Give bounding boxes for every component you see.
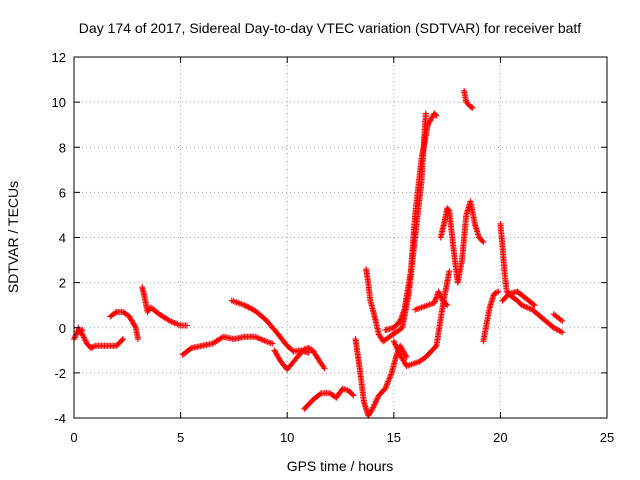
x-tick-label: 25 — [600, 430, 614, 445]
data-point-marker — [433, 112, 440, 119]
data-point-marker — [385, 378, 392, 385]
data-point-marker — [468, 104, 475, 111]
x-axis-title: GPS time / hours — [287, 458, 394, 474]
data-point-marker — [444, 302, 451, 309]
x-tick-label: 15 — [387, 430, 401, 445]
data-point-marker — [531, 302, 538, 309]
data-point-marker — [245, 304, 252, 311]
y-tick-label: 10 — [52, 95, 66, 110]
data-point-marker — [402, 352, 409, 359]
series-seg-14 — [437, 198, 487, 286]
data-point-marker — [443, 301, 450, 308]
data-point-marker — [493, 289, 500, 296]
data-point-marker — [132, 323, 139, 330]
data-point-marker — [385, 377, 392, 384]
chart-title: Day 174 of 2017, Sidereal Day-to-day VTE… — [79, 20, 582, 36]
data-point-marker — [530, 301, 537, 308]
grid-lines — [74, 57, 607, 418]
data-point-marker — [432, 111, 439, 118]
y-tick-label: -4 — [54, 411, 66, 426]
x-tick-label: 5 — [177, 430, 184, 445]
data-point-marker — [183, 322, 190, 329]
data-point-marker — [317, 391, 324, 398]
data-point-marker — [305, 349, 312, 356]
data-point-marker — [559, 329, 566, 336]
series-seg-13 — [412, 288, 451, 313]
y-axis-title: SDTVAR / TECUs — [5, 181, 21, 293]
data-point-marker — [248, 305, 255, 312]
series-seg-4 — [139, 284, 190, 329]
series-seg-3 — [107, 308, 141, 343]
data-point-marker — [446, 268, 453, 275]
data-point-marker — [388, 371, 395, 378]
y-tick-label: 12 — [52, 50, 66, 65]
y-tick-label: 6 — [59, 185, 66, 200]
data-point-marker — [495, 288, 502, 295]
data-point-marker — [118, 337, 125, 344]
data-point-marker — [383, 382, 390, 389]
data-point-marker — [321, 365, 328, 372]
data-point-marker — [244, 303, 251, 310]
series-seg-9 — [352, 336, 410, 419]
data-point-marker — [242, 302, 249, 309]
data-point-marker — [387, 372, 394, 379]
data-point-marker — [241, 302, 248, 309]
data-point-marker — [382, 385, 389, 392]
data-point-marker — [112, 309, 119, 316]
data-point-marker — [557, 316, 564, 323]
data-point-marker — [480, 239, 487, 246]
data-point-marker — [382, 384, 389, 391]
y-tick-label: 2 — [59, 276, 66, 291]
x-tick-label: 0 — [70, 430, 77, 445]
data-point-marker — [120, 336, 127, 343]
data-point-marker — [246, 305, 253, 312]
y-tick-label: -2 — [54, 366, 66, 381]
data-marks — [71, 87, 566, 419]
series-seg-5 — [179, 333, 276, 358]
data-point-marker — [557, 328, 564, 335]
data-point-marker — [269, 340, 276, 347]
data-point-marker — [384, 381, 391, 388]
data-point-marker — [386, 374, 393, 381]
series-seg-15 — [461, 87, 476, 111]
y-tick-label: 4 — [59, 231, 66, 246]
y-tick-label: 0 — [59, 321, 66, 336]
data-point-marker — [386, 375, 393, 382]
data-point-marker — [403, 354, 410, 361]
data-point-marker — [445, 206, 452, 213]
x-tick-label: 10 — [280, 430, 294, 445]
series-seg-8 — [301, 385, 357, 412]
series-seg-19 — [550, 311, 566, 324]
y-tick-label: 8 — [59, 140, 66, 155]
series-seg-18 — [499, 288, 538, 309]
data-point-marker — [349, 391, 356, 398]
data-point-marker — [289, 347, 296, 354]
series-seg-16 — [480, 288, 502, 345]
series-seg-12 — [390, 268, 453, 370]
data-point-marker — [78, 328, 85, 335]
data-point-marker — [479, 237, 486, 244]
data-point-marker — [422, 110, 429, 117]
data-point-marker — [187, 346, 194, 353]
series-seg-11 — [382, 110, 440, 334]
x-tick-label: 20 — [493, 430, 507, 445]
data-point-marker — [559, 317, 566, 324]
data-point-marker — [432, 343, 439, 350]
data-point-marker — [384, 379, 391, 386]
series-seg-7 — [228, 297, 312, 356]
data-point-marker — [306, 345, 313, 352]
axis-ticks: 0 5 10 15 20 25 -4 -2 0 2 4 6 8 10 12 — [52, 50, 615, 445]
data-point-marker — [90, 343, 97, 350]
data-point-marker — [134, 336, 141, 343]
data-point-marker — [79, 327, 86, 334]
data-point-marker — [249, 306, 256, 313]
plot-frame — [73, 56, 608, 419]
data-point-marker — [469, 104, 476, 111]
data-point-marker — [350, 392, 357, 399]
